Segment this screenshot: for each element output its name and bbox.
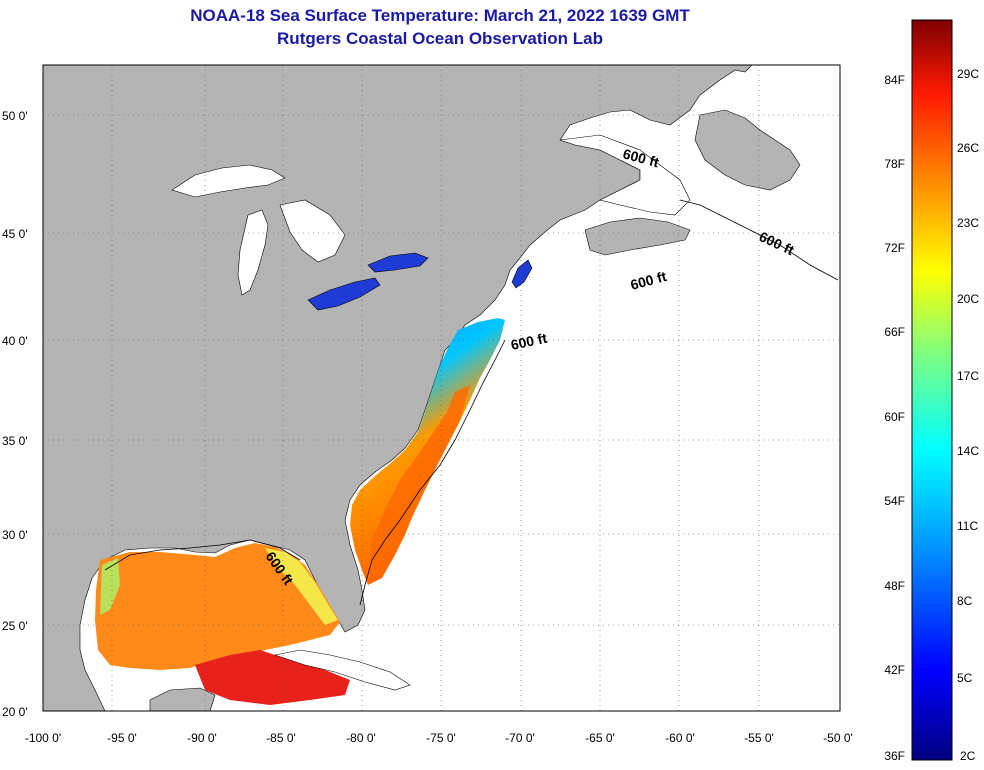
colorbar-fahrenheit-labels: 84F 78F 72F 66F 60F 54F 48F 42F 36F bbox=[884, 73, 905, 763]
land-north-america bbox=[43, 65, 753, 711]
sst-texas-shelf bbox=[100, 558, 120, 615]
lon-tick-label: -90 0' bbox=[187, 731, 217, 745]
colorbar-c-label: 20C bbox=[957, 292, 979, 306]
lat-tick-label: 45 0' bbox=[2, 227, 28, 241]
colorbar-f-label: 54F bbox=[884, 494, 905, 508]
land-nova-scotia bbox=[584, 217, 691, 256]
gulf-st-lawrence bbox=[559, 134, 691, 216]
sst-florida-shelf bbox=[265, 548, 338, 625]
lat-tick-label: 20 0' bbox=[2, 705, 28, 719]
sst-gulf-stream bbox=[370, 385, 470, 575]
colorbar-f-label: 72F bbox=[884, 241, 905, 255]
colorbar-c-label: 14C bbox=[957, 444, 979, 458]
map-subtitle: Rutgers Coastal Ocean Observation Lab bbox=[277, 29, 603, 48]
sst-gulf-of-mexico bbox=[95, 543, 340, 670]
colorbar-c-label: 29C bbox=[957, 67, 979, 81]
lake-michigan bbox=[237, 209, 269, 296]
lon-tick-label: -55 0' bbox=[744, 731, 774, 745]
colorbar-c-label: 17C bbox=[957, 369, 979, 383]
colorbar-celsius-labels: 29C 26C 23C 20C 17C 14C 11C 8C 5C 2C bbox=[957, 67, 979, 763]
contour-label-new-england: 600 ft bbox=[509, 330, 548, 353]
colorbar-f-label: 84F bbox=[884, 73, 905, 87]
sst-caribbean bbox=[195, 650, 350, 705]
colorbar-f-label: 42F bbox=[884, 663, 905, 677]
lon-tick-label: -60 0' bbox=[665, 731, 695, 745]
colorbar-c-label: 26C bbox=[957, 141, 979, 155]
colorbar-c-label: 5C bbox=[957, 671, 973, 685]
colorbar-f-label: 78F bbox=[884, 157, 905, 171]
lon-tick-label: -70 0' bbox=[505, 731, 535, 745]
colorbar bbox=[911, 19, 953, 761]
lake-huron bbox=[279, 199, 346, 263]
colorbar-c-label: 11C bbox=[957, 519, 978, 533]
lat-tick-label: 35 0' bbox=[2, 434, 28, 448]
lon-tick-label: -95 0' bbox=[107, 731, 137, 745]
map-title: NOAA-18 Sea Surface Temperature: March 2… bbox=[190, 6, 690, 25]
colorbar-c-label: 8C bbox=[957, 594, 973, 608]
lon-tick-label: -100 0' bbox=[25, 731, 61, 745]
lake-champlain-area bbox=[511, 259, 533, 289]
lon-tick-label: -50 0' bbox=[823, 731, 853, 745]
lat-tick-label: 25 0' bbox=[2, 619, 28, 633]
longitude-axis: -100 0' -95 0' -90 0' -85 0' -80 0' -75 … bbox=[25, 731, 853, 745]
land-cuba bbox=[273, 649, 411, 691]
lat-tick-label: 40 0' bbox=[2, 334, 28, 348]
lon-tick-label: -75 0' bbox=[426, 731, 456, 745]
lake-superior bbox=[171, 164, 286, 198]
contour-600ft bbox=[104, 199, 839, 606]
map-frame bbox=[42, 64, 841, 712]
lat-tick-label: 30 0' bbox=[2, 528, 28, 542]
colorbar-c-label: 2C bbox=[960, 749, 976, 763]
colorbar-f-label: 36F bbox=[884, 749, 905, 763]
lon-tick-label: -80 0' bbox=[346, 731, 376, 745]
latitude-axis: 50 0' 45 0' 40 0' 35 0' 30 0' 25 0' 20 0… bbox=[2, 109, 28, 719]
land-newfoundland bbox=[694, 109, 801, 191]
colorbar-c-label: 23C bbox=[957, 216, 979, 230]
colorbar-f-label: 48F bbox=[884, 579, 905, 593]
land-yucatan bbox=[149, 687, 216, 711]
lake-ontario bbox=[367, 252, 429, 273]
lat-tick-label: 50 0' bbox=[2, 109, 28, 123]
colorbar-f-label: 60F bbox=[884, 410, 905, 424]
colorbar-f-label: 66F bbox=[884, 325, 905, 339]
lon-tick-label: -65 0' bbox=[585, 731, 615, 745]
lon-tick-label: -85 0' bbox=[266, 731, 296, 745]
